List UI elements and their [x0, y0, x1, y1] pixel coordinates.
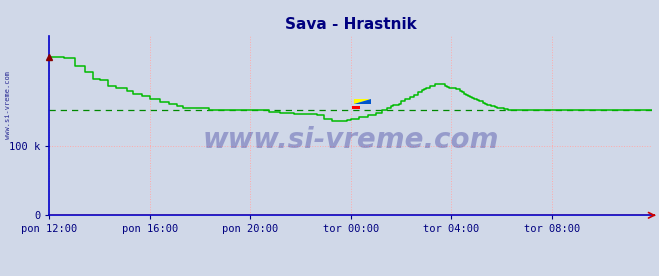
FancyBboxPatch shape	[352, 106, 360, 108]
Title: Sava - Hrastnik: Sava - Hrastnik	[285, 17, 416, 32]
Polygon shape	[354, 99, 371, 104]
Polygon shape	[354, 99, 371, 104]
Text: www.si-vreme.com: www.si-vreme.com	[5, 71, 11, 139]
Text: www.si-vreme.com: www.si-vreme.com	[203, 126, 499, 154]
